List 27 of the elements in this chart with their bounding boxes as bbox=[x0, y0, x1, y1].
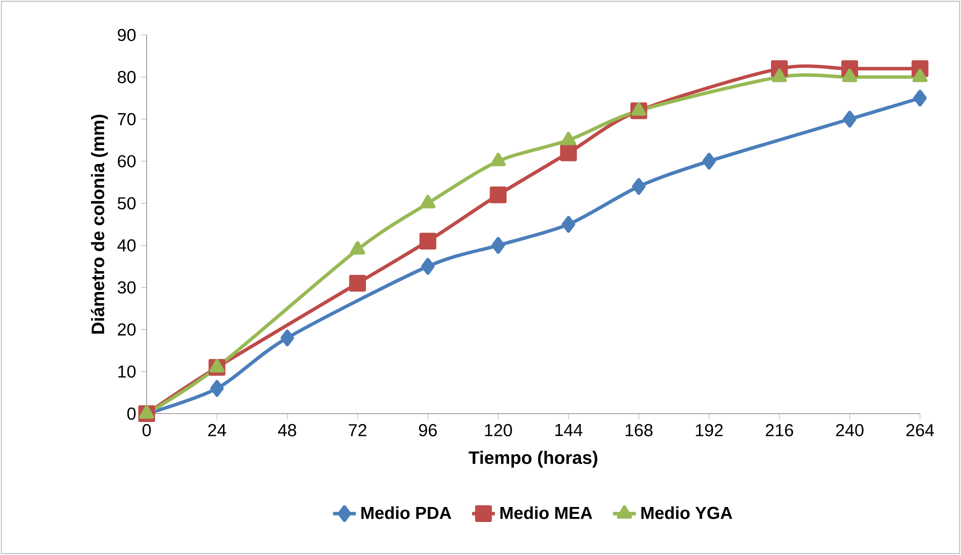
legend-label: Medio PDA bbox=[361, 506, 452, 520]
y-tick-label: 70 bbox=[118, 113, 136, 126]
x-axis-title: Tiempo (horas) bbox=[468, 450, 598, 468]
x-tick-label: 264 bbox=[906, 424, 934, 436]
y-tick-label: 50 bbox=[118, 197, 136, 210]
y-tick-label: 90 bbox=[118, 28, 136, 42]
x-tick-label: 144 bbox=[555, 424, 582, 436]
x-tick-label: 168 bbox=[626, 424, 652, 436]
y-axis-title: Diámetro de colonia (mm) bbox=[90, 114, 108, 334]
y-tick-label: 60 bbox=[118, 155, 136, 168]
x-tick-label: 72 bbox=[348, 424, 366, 436]
y-tick-label: 40 bbox=[117, 239, 136, 252]
legend-label: Medio YGA bbox=[641, 506, 732, 520]
x-tick-label: 0 bbox=[142, 424, 151, 436]
y-tick-label: 10 bbox=[118, 365, 136, 378]
y-tick-label: 20 bbox=[118, 323, 136, 336]
x-tick-label: 240 bbox=[836, 424, 864, 436]
x-tick-label: 24 bbox=[208, 424, 226, 436]
y-tick-label: 0 bbox=[127, 408, 136, 420]
y-tick-label: 30 bbox=[118, 281, 136, 294]
x-tick-label: 96 bbox=[419, 424, 437, 436]
legend-label: Medio MEA bbox=[500, 506, 592, 520]
x-tick-label: 48 bbox=[278, 424, 296, 436]
x-tick-label: 192 bbox=[696, 424, 723, 436]
x-tick-label: 216 bbox=[766, 424, 794, 436]
y-tick-label: 80 bbox=[118, 70, 136, 84]
x-tick-label: 120 bbox=[485, 424, 512, 436]
